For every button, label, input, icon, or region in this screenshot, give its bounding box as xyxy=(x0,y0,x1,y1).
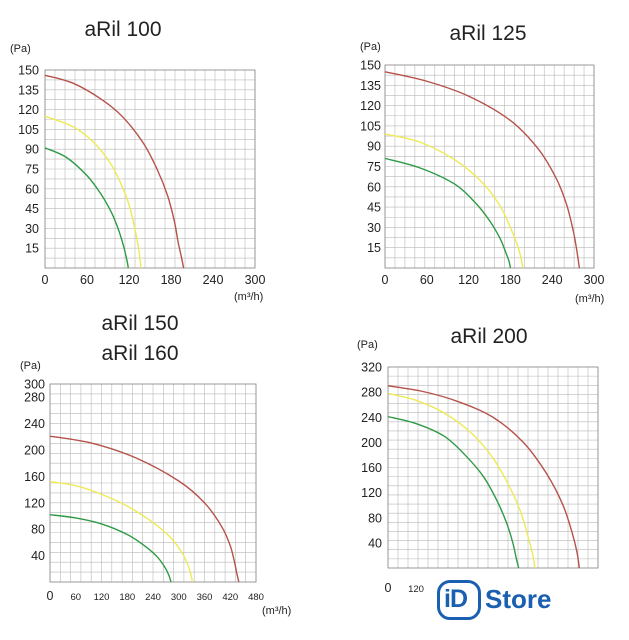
chart-4: aRil 200 (Pa) 40 80 120 160 200 240 280 320 0 120 xyxy=(357,325,599,595)
y-tick-label: 150 xyxy=(18,64,39,78)
chart-1: aRil 100 (Pa) (m³/h) 15 30 45 60 75 90 105 120 135 1… xyxy=(10,18,265,303)
y-tick-label: 120 xyxy=(361,486,382,500)
y-tick-label: 15 xyxy=(25,242,39,256)
y-tick-label: 300 xyxy=(24,378,45,392)
idstore-logo: iD Store xyxy=(437,578,577,624)
x-tick-label: 360 xyxy=(197,592,213,603)
x-unit-label: (m³/h) xyxy=(575,293,604,305)
y-tick-label: 105 xyxy=(360,119,381,133)
x-tick-label: 60 xyxy=(80,273,94,287)
y-tick-label: 45 xyxy=(25,202,39,216)
x-tick-label: 0 xyxy=(385,581,392,595)
x-tick-label: 60 xyxy=(70,592,81,603)
chart-title: aRil 160 xyxy=(101,342,178,365)
y-tick-label: 75 xyxy=(367,160,381,174)
x-tick-label: 300 xyxy=(245,273,266,287)
y-tick-label: 105 xyxy=(18,123,39,137)
y-tick-label: 200 xyxy=(24,444,45,458)
x-tick-label: 420 xyxy=(222,592,238,603)
y-tick-label: 120 xyxy=(18,103,39,117)
chart-title: aRil 125 xyxy=(449,22,526,45)
idstore-logo-icon: iD xyxy=(437,580,481,620)
grid xyxy=(44,69,256,269)
y-tick-label: 40 xyxy=(31,549,45,563)
y-tick-label: 60 xyxy=(25,182,39,196)
x-tick-label: 120 xyxy=(458,273,479,287)
series-line-red xyxy=(44,74,185,269)
y-tick-label: 240 xyxy=(361,411,382,425)
x-tick-label: 480 xyxy=(248,592,264,603)
logo-main: Store xyxy=(485,584,552,614)
y-tick-label: 160 xyxy=(24,470,45,484)
y-unit-label: (Pa) xyxy=(360,41,381,53)
x-tick-label: 0 xyxy=(42,273,49,287)
y-tick-label: 80 xyxy=(368,511,382,525)
logo-prefix: iD xyxy=(444,585,468,613)
y-tick-label: 135 xyxy=(360,79,381,93)
y-tick-label: 240 xyxy=(24,417,45,431)
y-tick-label: 135 xyxy=(18,83,39,97)
y-tick-label: 75 xyxy=(25,163,39,177)
y-tick-label: 90 xyxy=(25,143,39,157)
x-tick-label: 120 xyxy=(408,584,424,595)
y-tick-label: 15 xyxy=(367,241,381,255)
plot-frame xyxy=(44,69,256,269)
y-tick-label: 40 xyxy=(368,536,382,550)
y-unit-label: (Pa) xyxy=(10,43,31,55)
x-tick-label: 300 xyxy=(584,273,605,287)
x-tick-label: 0 xyxy=(47,589,54,603)
series-line-red xyxy=(387,385,581,569)
plot-frame xyxy=(387,366,599,569)
plot-frame xyxy=(49,383,257,583)
y-tick-label: 120 xyxy=(24,496,45,510)
x-tick-label: 120 xyxy=(94,592,110,603)
series-line-yellow xyxy=(384,133,524,269)
y-tick-label: 320 xyxy=(361,361,382,375)
x-tick-label: 0 xyxy=(382,273,389,287)
series-line-yellow xyxy=(49,480,194,583)
x-tick-label: 240 xyxy=(542,273,563,287)
x-tick-label: 180 xyxy=(500,273,521,287)
y-tick-label: 45 xyxy=(367,201,381,215)
y-tick-label: 30 xyxy=(367,221,381,235)
chart-2: aRil 125 (Pa) (m³/h) 15 30 45 60 75 90 105 120 135 1… xyxy=(360,22,604,305)
y-tick-label: 30 xyxy=(25,222,39,236)
grid xyxy=(387,366,599,569)
series-line-yellow xyxy=(44,115,142,269)
y-unit-label: (Pa) xyxy=(357,339,378,351)
x-unit-label: (m³/h) xyxy=(262,605,291,617)
series-line-red xyxy=(384,71,581,269)
x-tick-label: 240 xyxy=(203,273,224,287)
x-tick-label: 240 xyxy=(145,592,161,603)
chart-3: aRil 150 aRil 160 (Pa) (m³/h) 40 80 120 160 200 2… xyxy=(20,312,291,617)
chart-title: aRil 150 xyxy=(101,312,178,335)
plot-frame xyxy=(384,64,595,269)
series-line-green xyxy=(49,513,172,583)
series-line-green xyxy=(44,147,129,269)
series-line-yellow xyxy=(387,392,536,569)
series-line-green xyxy=(384,157,512,269)
y-unit-label: (Pa) xyxy=(20,360,41,372)
y-tick-label: 120 xyxy=(360,99,381,113)
y-tick-label: 60 xyxy=(367,180,381,194)
y-tick-label: 160 xyxy=(361,461,382,475)
chart-title: aRil 200 xyxy=(450,325,527,348)
x-tick-label: 180 xyxy=(119,592,135,603)
y-tick-label: 200 xyxy=(361,436,382,450)
series-line-red xyxy=(49,435,240,583)
x-tick-label: 300 xyxy=(171,592,187,603)
chart-title: aRil 100 xyxy=(84,18,161,41)
x-tick-label: 180 xyxy=(161,273,182,287)
y-tick-label: 90 xyxy=(367,140,381,154)
y-tick-label: 280 xyxy=(24,391,45,405)
y-tick-label: 280 xyxy=(361,386,382,400)
x-unit-label: (m³/h) xyxy=(234,291,263,303)
y-tick-label: 150 xyxy=(360,59,381,73)
series-line-green xyxy=(387,415,520,569)
x-tick-label: 120 xyxy=(119,273,140,287)
y-tick-label: 80 xyxy=(31,523,45,537)
x-tick-label: 60 xyxy=(420,273,434,287)
